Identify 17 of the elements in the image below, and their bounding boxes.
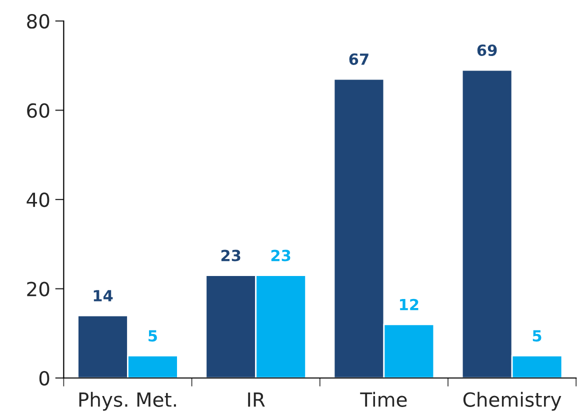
data-label: 14 — [94, 290, 113, 302]
y-tick-label: 40 — [26, 192, 50, 208]
data-label: 69 — [477, 44, 497, 56]
y-tick-label: 80 — [27, 14, 50, 29]
y-tick-label: 20 — [27, 282, 50, 296]
data-label: 23 — [221, 250, 240, 262]
x-tick-label: Phys. Met. — [79, 392, 176, 411]
data-label: 23 — [271, 250, 290, 262]
data-label: 5 — [532, 330, 542, 342]
x-tick-label: Time — [360, 392, 407, 407]
x-tick-label: Chemistry — [463, 392, 562, 411]
y-tick-label: 0 — [39, 370, 50, 386]
data-label: 67 — [349, 53, 368, 65]
x-tick-label: IR — [248, 392, 265, 407]
y-tick-label: 60 — [27, 103, 50, 118]
data-label: 5 — [148, 330, 157, 342]
data-label: 12 — [400, 298, 418, 310]
